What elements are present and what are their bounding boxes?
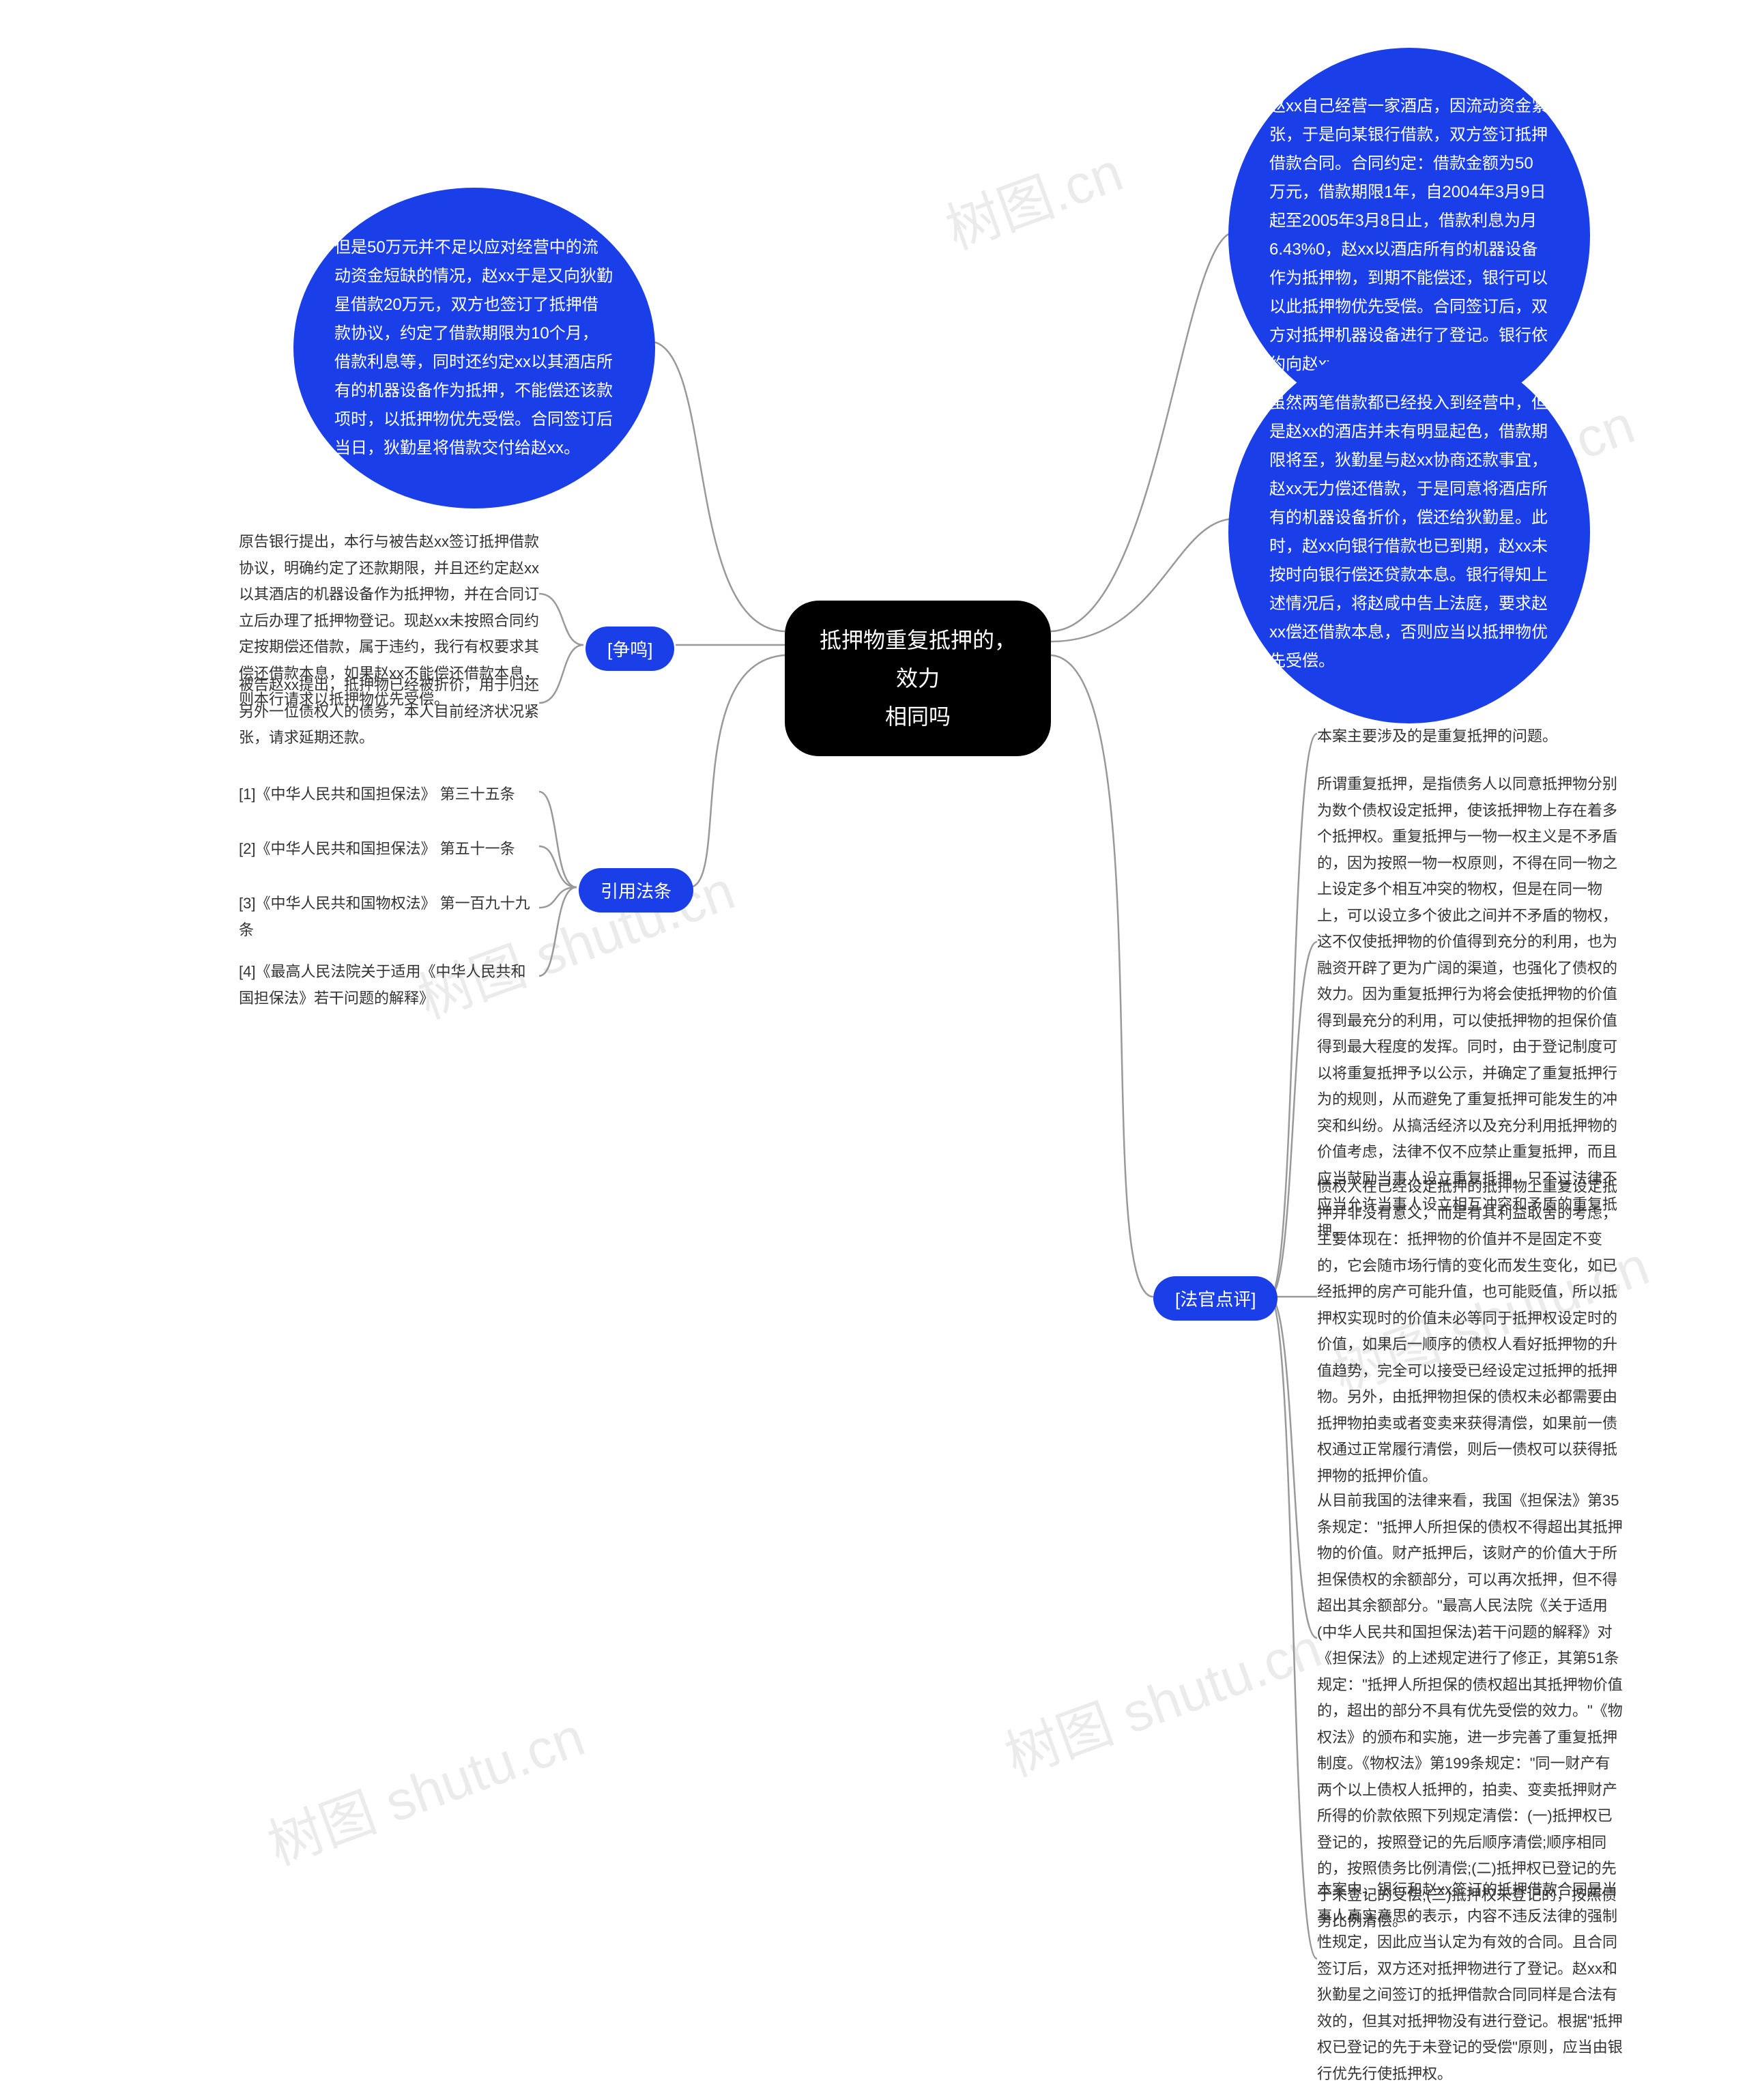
- dispute-p2: 被告赵xx提出，抵押物已经被折价，用于归还另外一位债权人的债务，本人目前经济状况…: [239, 672, 539, 751]
- law-item-2: [2]《中华人民共和国担保法》 第五十一条: [239, 836, 539, 863]
- center-title-l1: 抵押物重复抵押的，效力: [812, 621, 1024, 697]
- judge-label: [法官点评]: [1153, 1276, 1277, 1321]
- left-bubble-text: 但是50万元并不足以应对经营中的流动资金短缺的情况，赵xx于是又向狄勤星借款20…: [334, 233, 614, 463]
- watermark: 树图 shutu.cn: [256, 1693, 594, 1881]
- right-bubble-1-text: 赵xx自己经营一家酒店，因流动资金紧张，于是向某银行借款，双方签订抵押借款合同。…: [1269, 92, 1549, 379]
- judge-p4: 从目前我国的法律来看，我国《担保法》第35条规定："抵押人所担保的债权不得超出其…: [1317, 1488, 1624, 1935]
- center-title-l2: 相同吗: [812, 697, 1024, 736]
- judge-p3: 债权人在已经设定抵押的抵押物上重复设定抵押并非没有意义，而是有其利益取舍的考虑，…: [1317, 1174, 1624, 1489]
- watermark: 树图.cn: [934, 128, 1131, 265]
- judge-p5: 本案中，银行和赵xx签订的抵押借款合同是当事人真实意思的表示，内容不违反法律的强…: [1317, 1877, 1624, 2087]
- judge-p1: 本案主要涉及的是重复抵押的问题。: [1317, 723, 1624, 750]
- right-bubble-2-text: 虽然两笔借款都已经投入到经营中，但是赵xx的酒店并未有明显起色，借款期限将至，狄…: [1269, 389, 1549, 676]
- watermark: 树图 shutu.cn: [993, 1605, 1331, 1792]
- left-bubble: 但是50万元并不足以应对经营中的流动资金短缺的情况，赵xx于是又向狄勤星借款20…: [293, 188, 655, 508]
- law-item-3: [3]《中华人民共和国物权法》 第一百九十九条: [239, 891, 539, 943]
- law-label: 引用法条: [579, 868, 693, 912]
- right-bubble-2: 虽然两笔借款都已经投入到经营中，但是赵xx的酒店并未有明显起色，借款期限将至，狄…: [1228, 341, 1590, 723]
- center-node: 抵押物重复抵押的，效力 相同吗: [785, 601, 1051, 756]
- law-item-4: [4]《最高人民法院关于适用《中华人民共和国担保法》若干问题的解释》: [239, 959, 539, 1011]
- dispute-label: [争鸣]: [586, 627, 674, 671]
- law-item-1: [1]《中华人民共和国担保法》 第三十五条: [239, 781, 539, 808]
